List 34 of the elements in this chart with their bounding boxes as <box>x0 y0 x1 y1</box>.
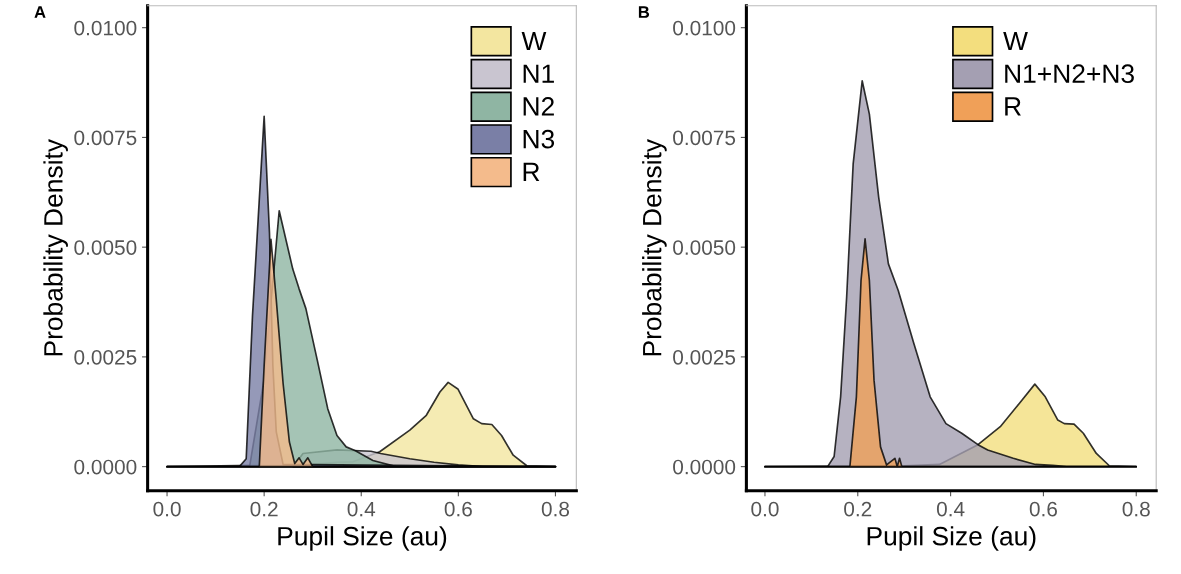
x-tick-label: 0.6 <box>444 501 472 517</box>
x-tick-label: 0.4 <box>347 501 376 517</box>
y-tick-label: 0.0025 <box>74 349 137 365</box>
y-tick-label: 0.0100 <box>74 20 137 36</box>
x-tick-label: 0.2 <box>844 501 872 517</box>
y-tick-label: 0.0000 <box>74 459 137 475</box>
y-tick-label: 0.0050 <box>673 240 736 255</box>
y-tick-label: 0.0000 <box>673 459 736 475</box>
x-axis-title: Pupil Size (au) <box>278 526 447 551</box>
x-tick-label: 0.8 <box>1122 501 1150 517</box>
legend-label: N3 <box>523 129 555 149</box>
y-axis-title: Probability Density <box>642 139 667 356</box>
legend-label: N1 <box>523 64 554 83</box>
x-axis-title: Pupil Size (au) <box>867 526 1036 551</box>
y-tick-label: 0.0100 <box>673 20 736 36</box>
legend-label: N2 <box>523 97 554 116</box>
x-tick-label: 0.8 <box>541 501 570 517</box>
y-tick-label: 0.0025 <box>673 349 736 365</box>
chart-title: A <box>34 6 46 18</box>
x-tick-label: 0.0 <box>751 501 779 517</box>
y-axis-title: Probability Density <box>43 139 68 356</box>
x-tick-label: 0.0 <box>153 501 181 517</box>
x-tick-label: 0.2 <box>250 501 278 517</box>
x-tick-label: 0.6 <box>1029 501 1057 517</box>
legend-label: R <box>1005 97 1021 116</box>
x-tick-label: 0.4 <box>936 501 965 517</box>
chart-title: B <box>638 6 650 18</box>
legend-label: R <box>523 162 540 181</box>
y-tick-label: 0.0075 <box>74 130 137 146</box>
y-tick-label: 0.0050 <box>74 240 137 255</box>
legend-label: N1+N2+N3 <box>1005 64 1134 84</box>
y-tick-label: 0.0075 <box>673 130 736 146</box>
legend-label: W <box>1003 31 1028 51</box>
legend-label: W <box>521 31 547 51</box>
